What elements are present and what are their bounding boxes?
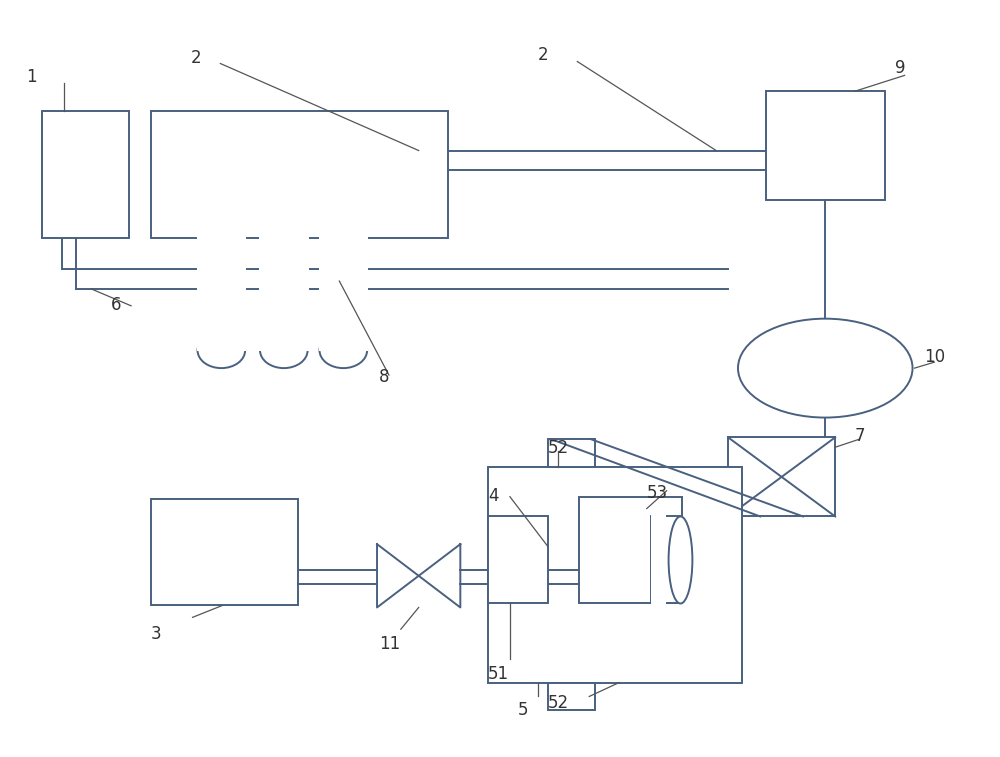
Bar [651,516,666,605]
Ellipse shape [260,332,308,368]
Text: 6: 6 [111,296,122,314]
Text: 8: 8 [379,368,390,386]
Text: 53: 53 [647,484,668,502]
Text: 11: 11 [379,635,400,653]
Bar [259,237,309,351]
Bar [766,91,885,200]
Text: 5: 5 [518,702,528,719]
Bar [151,111,448,238]
Ellipse shape [669,516,692,603]
Text: 1: 1 [26,68,37,86]
Text: 52: 52 [548,439,569,457]
Bar [488,467,742,683]
Bar [579,497,682,603]
Text: 51: 51 [488,665,509,683]
Bar [319,237,368,351]
Bar [42,111,129,238]
Text: 4: 4 [488,487,499,505]
Bar [151,499,298,606]
Text: 52: 52 [548,694,569,712]
Ellipse shape [320,332,367,368]
Text: 10: 10 [924,348,946,366]
Text: 7: 7 [855,428,866,445]
Text: 9: 9 [895,58,905,76]
Text: 2: 2 [538,45,548,64]
Ellipse shape [738,319,913,418]
Bar [548,439,595,467]
Bar [651,516,680,603]
Bar [548,683,595,710]
Text: 3: 3 [151,625,162,643]
Bar [197,237,246,351]
Text: 2: 2 [191,48,201,67]
Bar [488,516,548,603]
Bar [728,438,835,516]
Ellipse shape [198,332,245,368]
